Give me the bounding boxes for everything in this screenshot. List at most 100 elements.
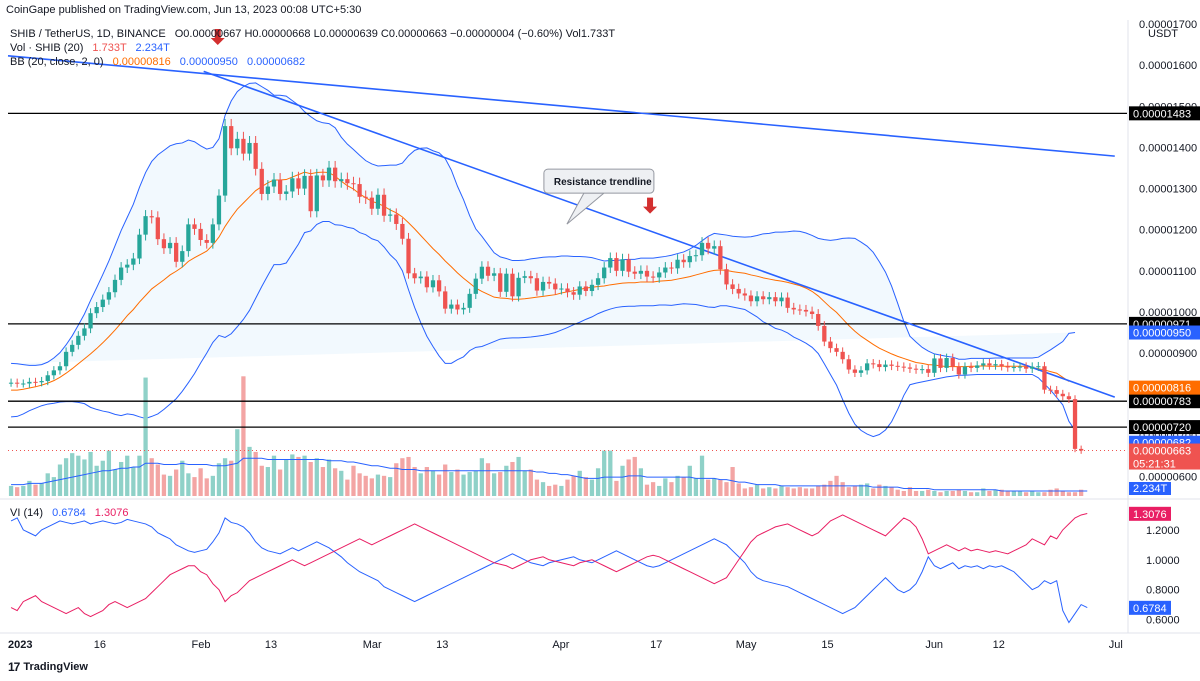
volume-ma-line xyxy=(11,457,1088,492)
annotation-text: Resistance trendline xyxy=(554,177,652,188)
volume-bar xyxy=(174,469,179,496)
volume-ma-value: 2.234T xyxy=(135,42,170,54)
vi-minus-line xyxy=(10,512,1088,618)
candle-body xyxy=(82,328,87,336)
candle-body xyxy=(265,186,271,194)
candle-body xyxy=(1060,393,1065,397)
volume-bar xyxy=(944,490,949,496)
candle-body xyxy=(754,296,760,302)
bb-label: BB (20, close, 2, 0) xyxy=(10,56,104,68)
candle-body xyxy=(314,175,319,212)
candle-body xyxy=(167,242,173,249)
volume-bar xyxy=(112,469,118,496)
candle-body xyxy=(871,363,876,365)
volume-bar xyxy=(449,472,454,496)
volume-bar xyxy=(210,475,215,496)
volume-bar xyxy=(785,487,790,496)
volume-bar xyxy=(1042,492,1047,496)
candle-body xyxy=(39,381,44,383)
price-tick-label: 0.00001400 xyxy=(1139,142,1197,154)
candle-body xyxy=(809,311,815,315)
volume-bar xyxy=(1017,490,1023,496)
volume-bar xyxy=(797,487,803,496)
vi-legend[interactable]: VI (14) 0.6784 1.3076 xyxy=(10,507,128,519)
vi-label: VI (14) xyxy=(10,507,44,519)
volume-bar xyxy=(981,488,986,496)
candle-body xyxy=(895,365,900,367)
volume-bar xyxy=(754,484,760,496)
volume-bar xyxy=(742,488,747,496)
volume-bar xyxy=(363,475,368,496)
candle-body xyxy=(235,138,240,149)
down-arrow-icon xyxy=(210,29,225,46)
candle-body xyxy=(577,286,582,295)
candle-body xyxy=(981,363,986,366)
vi-minus-tag-label: 1.3076 xyxy=(1133,509,1167,521)
volume-bar xyxy=(846,487,851,496)
candle-body xyxy=(730,284,735,289)
volume-bar xyxy=(137,455,142,496)
volume-value: 1.733T xyxy=(92,42,127,54)
candle-body xyxy=(559,288,564,290)
candle-body xyxy=(498,273,503,292)
candle-body xyxy=(229,126,234,149)
price-tag-label: 0.00000816 xyxy=(1133,383,1191,395)
candle-body xyxy=(926,369,931,373)
candle-body xyxy=(699,242,705,256)
bb-legend[interactable]: BB (20, close, 2, 0) 0.00000816 0.000009… xyxy=(10,56,305,68)
volume-bar xyxy=(620,465,625,496)
candle-body xyxy=(718,246,723,270)
volume-bar xyxy=(400,458,405,496)
volume-bar xyxy=(125,455,130,496)
volume-bar xyxy=(381,475,387,496)
volume-tag-label: 2.234T xyxy=(1133,483,1168,495)
candle-body xyxy=(547,281,552,284)
volume-bar xyxy=(39,483,44,496)
time-tick-label: May xyxy=(736,639,757,651)
candle-body xyxy=(907,367,913,369)
candle-body xyxy=(106,292,112,300)
candle-body xyxy=(45,375,50,382)
volume-bar xyxy=(106,450,112,496)
volume-bar xyxy=(70,453,75,496)
volume-bar xyxy=(204,478,209,496)
volume-bar xyxy=(718,479,723,496)
bb-basis-value: 0.00000816 xyxy=(112,56,171,68)
volume-bar xyxy=(650,482,656,496)
vi-tick-label: 0.8000 xyxy=(1146,585,1180,597)
volume-bar xyxy=(993,489,998,496)
volume-bar xyxy=(962,490,968,496)
vi-plus-value: 0.6784 xyxy=(52,507,86,519)
volume-bar xyxy=(864,483,870,496)
volume-bar xyxy=(1011,490,1017,496)
volume-legend[interactable]: Vol · SHIB (20) 1.733T 2.234T xyxy=(10,42,170,54)
candle-body xyxy=(137,234,142,259)
volume-bar xyxy=(375,474,381,496)
candle-body xyxy=(565,288,570,293)
candle-body xyxy=(339,179,344,182)
volume-bar xyxy=(901,490,906,496)
candle-body xyxy=(8,382,14,384)
volume-bar xyxy=(852,485,858,496)
volume-bar xyxy=(877,484,882,496)
volume-bar xyxy=(485,463,491,496)
candle-body xyxy=(1011,367,1017,369)
candle-body xyxy=(247,142,252,154)
candle-body xyxy=(277,179,283,194)
candle-body xyxy=(63,351,69,367)
price-tick-label: 0.00001100 xyxy=(1139,266,1196,278)
volume-bar xyxy=(369,478,374,496)
volume-bar xyxy=(229,460,234,496)
candle-body xyxy=(522,276,527,278)
volume-bar xyxy=(705,479,711,496)
volume-bar xyxy=(968,492,974,496)
volume-bar xyxy=(748,487,754,496)
volume-bar xyxy=(45,473,50,496)
tradingview-logo[interactable]: 17 TradingView xyxy=(8,660,88,674)
candle-body xyxy=(1023,366,1029,369)
candle-body xyxy=(748,295,754,302)
volume-bar xyxy=(167,475,173,496)
volume-bar xyxy=(681,477,686,496)
vi-tick-label: 1.0000 xyxy=(1146,555,1180,567)
candle-body xyxy=(1066,396,1072,400)
